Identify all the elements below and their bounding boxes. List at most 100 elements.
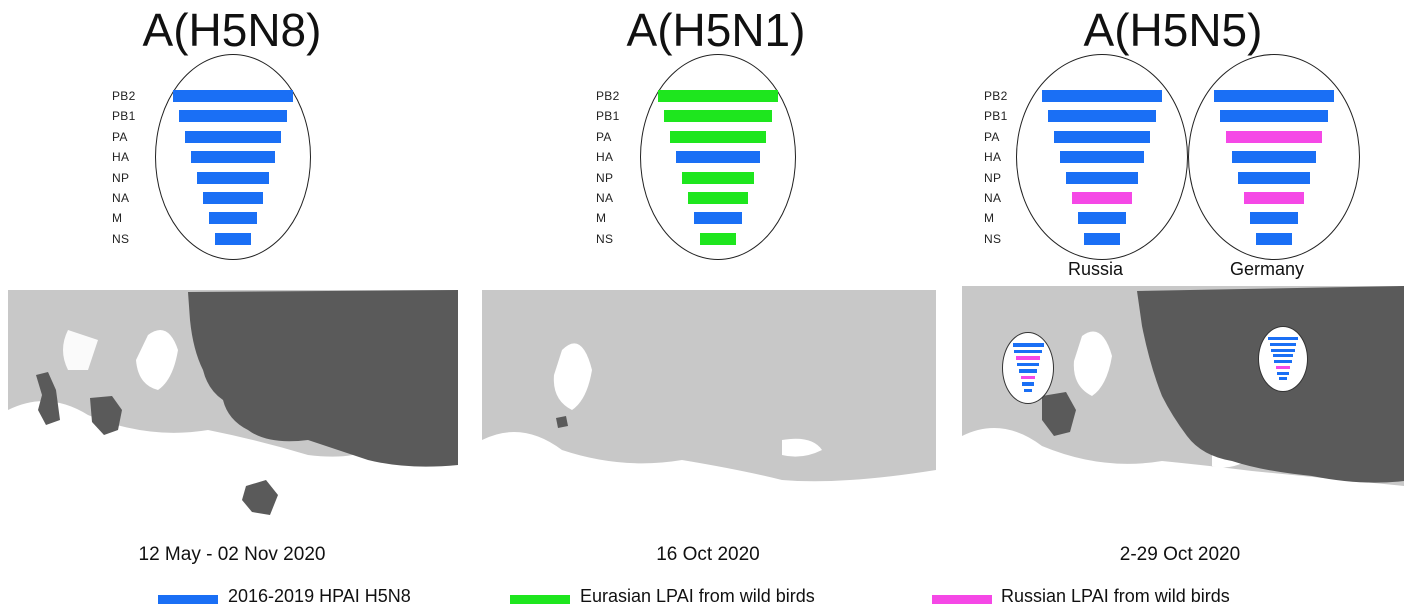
segment-bar-pb1	[664, 110, 772, 123]
segment-bar-pa	[670, 130, 766, 143]
segment-bar-pa	[185, 130, 281, 143]
map-h5n1	[482, 290, 936, 540]
segment-label-m: M	[984, 211, 995, 226]
segment-label-ns: NS	[984, 231, 1002, 246]
segment-bar-pb1	[179, 110, 287, 123]
region-iraq	[242, 480, 278, 515]
segment-bar-ns	[700, 232, 736, 245]
genome-oval	[155, 54, 311, 260]
segment-bar-pb2	[1042, 90, 1162, 102]
inset-bar	[1015, 356, 1041, 360]
legend-swatch-hpai	[158, 595, 218, 604]
segment-label-np: NP	[596, 170, 614, 185]
segment-bar-ha	[1060, 151, 1144, 164]
segment-bar-ns	[215, 232, 251, 245]
inset-bar	[1269, 342, 1297, 346]
segment-bar-pa	[1226, 130, 1322, 143]
segment-bar-np	[1238, 171, 1310, 184]
segment-label-na: NA	[112, 191, 130, 205]
date-h5n1: 16 Oct 2020	[656, 544, 760, 565]
legend-swatch-eurasian	[510, 595, 570, 604]
segment-bar-pb1	[1048, 110, 1156, 123]
panel-title-h5n1: A(H5N1)	[626, 4, 806, 56]
panel-title-h5n5: A(H5N5)	[1083, 4, 1263, 56]
segment-bar-na	[203, 192, 263, 204]
inset-bar	[1012, 343, 1044, 347]
segment-bar-np	[1066, 171, 1138, 184]
segment-label-ha: HA	[984, 150, 1002, 165]
inset-bar	[1018, 369, 1038, 373]
segment-bar-pb1	[1220, 110, 1328, 123]
segment-bar-m	[694, 212, 742, 225]
region-netherlands	[556, 416, 568, 428]
segment-bar-m	[1250, 212, 1298, 225]
segment-label-pb2: PB2	[984, 89, 1008, 103]
segment-bar-ns	[1084, 232, 1120, 245]
region-germany	[90, 396, 122, 435]
segment-label-ha: HA	[596, 150, 614, 165]
map-h5n8	[8, 290, 458, 540]
genome-oval	[640, 54, 796, 260]
panel-title-h5n8: A(H5N8)	[142, 4, 322, 56]
inset-bar	[1274, 360, 1292, 364]
legend-label-eurasian: Eurasian LPAI from wild birds	[580, 586, 815, 606]
segment-label-m: M	[112, 211, 123, 226]
inset-bar	[1271, 348, 1295, 352]
date-h5n5: 2-29 Oct 2020	[1119, 544, 1241, 565]
segment-label-na: NA	[984, 191, 1002, 205]
region-germany	[1042, 392, 1076, 436]
inset-bar	[1017, 362, 1039, 367]
inset-bar	[1278, 377, 1288, 381]
legend-label-hpai: 2016-2019 HPAI H5N8	[228, 586, 411, 606]
inset-genome-germany	[1002, 332, 1054, 404]
segment-label-np: NP	[112, 170, 130, 185]
segment-label-np: NP	[984, 170, 1002, 185]
segment-label-ha: HA	[112, 150, 130, 165]
segment-label-pb1: PB1	[984, 109, 1008, 124]
segment-label-pa: PA	[112, 129, 128, 144]
segment-label-pa: PA	[596, 129, 612, 144]
segment-label-pb2: PB2	[596, 89, 620, 103]
region-russia	[188, 290, 458, 467]
map-h5n5	[962, 286, 1404, 540]
segment-label-pb1: PB1	[112, 109, 136, 124]
segment-label-pb2: PB2	[112, 89, 136, 103]
segment-label-ns: NS	[112, 231, 130, 246]
inset-bar	[1268, 337, 1298, 341]
segment-bar-ha	[676, 151, 760, 164]
genome-oval-russia	[1016, 54, 1188, 260]
legend-label-russian: Russian LPAI from wild birds	[1001, 586, 1230, 606]
segment-bar-pa	[1054, 130, 1150, 143]
date-h5n8: 12 May - 02 Nov 2020	[138, 544, 326, 565]
country-label-russia: Russia	[1068, 259, 1124, 279]
inset-bar	[1014, 349, 1042, 354]
segment-bar-np	[197, 171, 269, 184]
inset-bar	[1023, 388, 1033, 393]
segment-bar-na	[1244, 192, 1304, 204]
segment-bar-na	[1072, 192, 1132, 204]
segment-bar-pb2	[173, 90, 293, 102]
segment-bar-pb2	[1214, 90, 1334, 102]
genome-oval-germany	[1188, 54, 1360, 260]
legend-swatch-russian	[932, 595, 992, 604]
segment-bar-ns	[1256, 232, 1292, 245]
segment-bar-ha	[191, 151, 275, 164]
segment-bar-pb2	[658, 90, 778, 102]
segment-bar-ha	[1232, 151, 1316, 164]
segment-label-na: NA	[596, 191, 614, 205]
segment-label-pa: PA	[984, 129, 1000, 144]
inset-bar	[1277, 371, 1289, 375]
inset-bar	[1022, 382, 1034, 386]
segment-bar-np	[682, 171, 754, 184]
inset-bar	[1275, 365, 1291, 369]
segment-bar-m	[209, 212, 257, 225]
country-label-germany: Germany	[1230, 259, 1305, 279]
region-uk	[36, 372, 60, 425]
segment-label-m: M	[596, 211, 607, 226]
segment-bar-m	[1078, 212, 1126, 225]
segment-label-pb1: PB1	[596, 109, 620, 124]
inset-genome-russia	[1258, 326, 1308, 392]
inset-bar	[1272, 354, 1294, 358]
segment-label-ns: NS	[596, 231, 614, 246]
segment-bar-na	[688, 192, 748, 204]
